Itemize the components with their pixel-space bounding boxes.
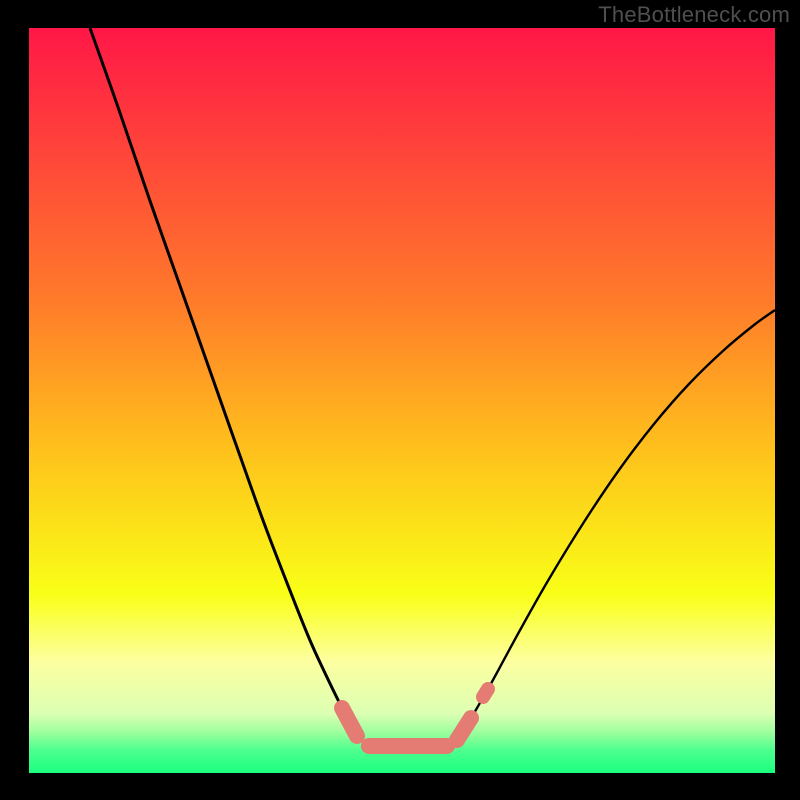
chart-frame: TheBottleneck.com bbox=[0, 0, 800, 800]
watermark-text: TheBottleneck.com bbox=[598, 2, 790, 28]
plot-background bbox=[29, 28, 775, 773]
